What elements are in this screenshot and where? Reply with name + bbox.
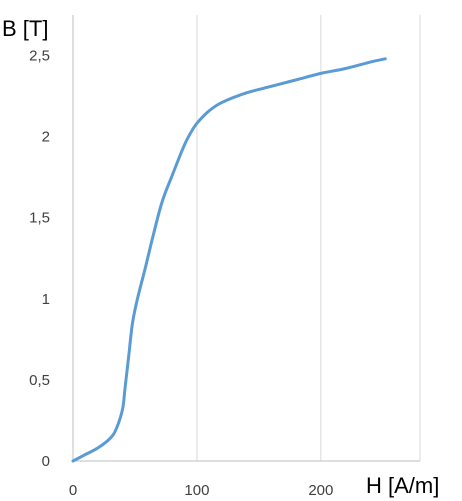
series-line (71, 57, 387, 463)
series (71, 57, 387, 463)
grid (196, 15, 421, 461)
y-tick-label: 2 (42, 129, 50, 146)
y-axis-title: B [T] (2, 16, 48, 41)
y-tick-label: 0,5 (29, 372, 50, 389)
x-tick-label: 0 (69, 482, 77, 499)
x-axis-title: H [A/m] (366, 473, 439, 498)
y-tick-label: 0 (42, 453, 50, 470)
x-tick-label: 100 (184, 482, 209, 499)
x-tick-label: 200 (308, 482, 333, 499)
y-tick-label: 1,5 (29, 210, 50, 227)
y-tick-label: 2,5 (29, 48, 50, 65)
x-ticks: 0 100 200 (69, 482, 334, 499)
y-tick-label: 1 (42, 291, 50, 308)
y-ticks: 0 0,5 1 1,5 2 2,5 (29, 48, 50, 470)
